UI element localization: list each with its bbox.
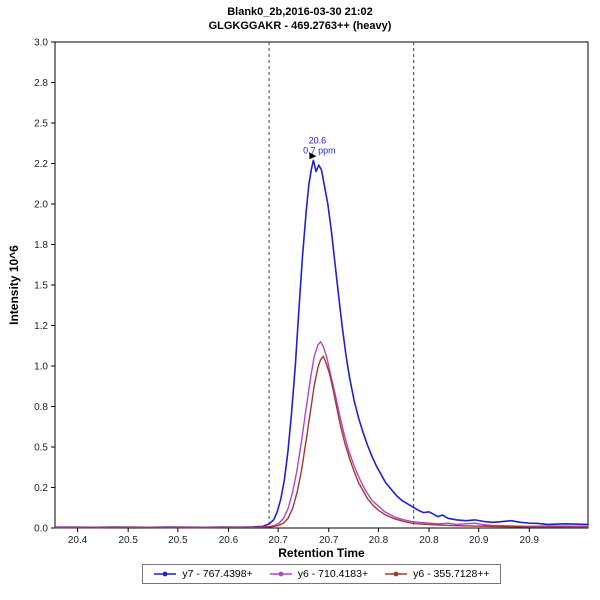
x-tick-label: 20.7 <box>319 535 339 546</box>
y-tick-label: 3.0 <box>34 38 48 49</box>
series-lines <box>54 159 589 529</box>
legend: y7 - 767.4398+ y6 - 710.4183+ y6 - 355.712… <box>55 564 588 584</box>
plot-area[interactable] <box>54 41 589 529</box>
y-tick-label: 0.0 <box>34 524 48 535</box>
peak-apex-marker-icon <box>309 152 317 160</box>
y-tick-label: 0.2 <box>34 483 48 494</box>
peak-annotation: 20.60.7 ppm <box>303 135 336 160</box>
peak-ppm-label: 0.7 ppm <box>303 145 336 155</box>
legend-item-label: y6 - 710.4183+ <box>297 568 369 580</box>
x-tick-label: 20.8 <box>419 535 439 546</box>
y-axis-ticks: 0.0 0.2 0.5 0.8 1.0 1.2 1.5 1.8 2.0 2.2 2.5 2.8 3.0 <box>34 38 55 535</box>
y-tick-label: 2.8 <box>34 78 48 89</box>
y-tick-label: 1.5 <box>34 281 48 292</box>
legend-series-swatch-icon <box>269 571 292 577</box>
x-tick-label: 20.7 <box>268 535 288 546</box>
x-axis-ticks: 20.4 20.5 20.5 20.6 20.7 20.7 20.8 20.8 20.9 20.9 <box>68 528 540 546</box>
x-tick-label: 20.4 <box>68 535 88 546</box>
chart-title-replicate: Blank0_2b,2016-03-30 21:02 <box>227 6 373 18</box>
legend-item-label: y6 - 355.7128++ <box>413 568 490 580</box>
x-tick-label: 20.9 <box>469 535 489 546</box>
series-line <box>54 341 589 529</box>
y-tick-label: 2.0 <box>34 200 48 211</box>
legend-series-swatch-icon <box>154 571 177 577</box>
legend-box: y7 - 767.4398+ y6 - 710.4183+ y6 - 355.712… <box>142 564 501 584</box>
chart-title-peptide: GLGKGGAKR - 469.2763++ (heavy) <box>208 20 392 32</box>
x-tick-label: 20.5 <box>118 535 138 546</box>
y-tick-label: 2.2 <box>34 159 48 170</box>
y-tick-label: 0.5 <box>34 443 48 454</box>
x-tick-label: 20.8 <box>369 535 389 546</box>
legend-item: y7 - 767.4398+ <box>153 568 253 580</box>
chart-title: Blank0_2b,2016-03-30 21:02 GLGKGGAKR - 4… <box>0 5 600 33</box>
y-tick-label: 0.8 <box>34 402 48 413</box>
y-tick-label: 1.2 <box>34 321 48 332</box>
y-tick-label: 2.5 <box>34 119 48 130</box>
x-axis-label: Retention Time <box>278 546 365 560</box>
x-tick-label: 20.9 <box>520 535 540 546</box>
x-tick-label: 20.6 <box>219 535 239 546</box>
x-tick-label: 20.5 <box>168 535 188 546</box>
peak-rt-label: 20.6 <box>309 135 327 145</box>
series-line <box>54 355 589 529</box>
legend-item: y6 - 355.7128++ <box>384 568 490 580</box>
legend-item: y6 - 710.4183+ <box>269 568 368 580</box>
y-tick-label: 1.0 <box>34 362 48 373</box>
y-tick-label: 1.8 <box>34 240 48 251</box>
legend-series-swatch-icon <box>385 571 408 577</box>
legend-item-label: y7 - 767.4398+ <box>182 568 253 580</box>
